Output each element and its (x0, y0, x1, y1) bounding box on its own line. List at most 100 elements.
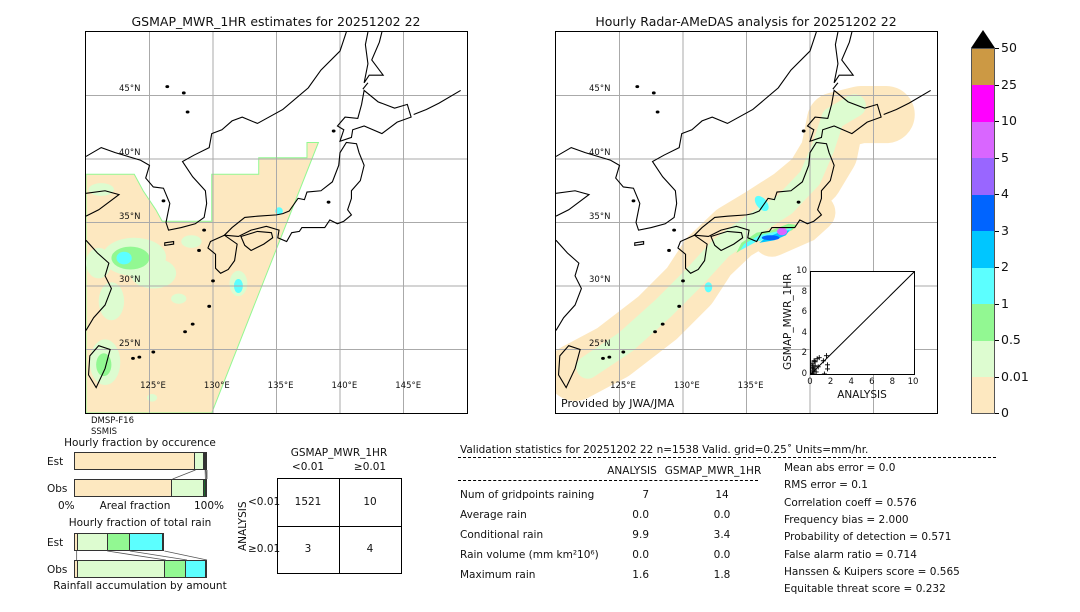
colorbar-tick (995, 376, 999, 378)
scatter-ytick: 2 (801, 348, 807, 359)
island-marker (181, 91, 186, 95)
bar-segment (165, 561, 187, 577)
score-line: Hanssen & Kuipers score = 0.565 (784, 565, 960, 578)
left-lat-label: 25°N (119, 339, 141, 350)
coastline-sakhalin (834, 32, 853, 83)
island-marker (667, 248, 671, 252)
scatter-point (821, 371, 827, 374)
left-lon-label: 130°E (203, 381, 230, 391)
colorbar-tick (995, 48, 999, 49)
stats-header-gsmap: GSMAP_MWR_1HR (664, 465, 762, 477)
island-marker (197, 248, 201, 252)
right-lat-label: 40°N (589, 147, 611, 158)
stat-row-label: Rain volume (mm km²10⁶) (460, 549, 599, 561)
scatter-point (813, 369, 819, 374)
scatter-ytick: 4 (801, 327, 807, 338)
bar-segment (205, 480, 207, 496)
island-marker (202, 228, 207, 232)
cell-hit-none: 1521 (294, 496, 322, 508)
bar-segment (186, 561, 206, 577)
bar-segment (204, 453, 206, 469)
stat-row-label: Maximum rain (460, 569, 536, 581)
bar-segment (172, 480, 205, 496)
bar-est (74, 452, 207, 470)
rain-1-2-area (704, 282, 713, 293)
radar-map-canvas (556, 32, 937, 413)
contingency-table (277, 478, 402, 574)
score-line: Mean abs error = 0.0 (784, 462, 896, 474)
coastline-taiwan (559, 346, 581, 388)
colorbar-tick-label: 2 (1001, 259, 1009, 274)
colorbar-segment (972, 84, 994, 122)
cell-miss: 3 (304, 543, 312, 555)
island-marker (190, 322, 195, 326)
bar-connector-line (107, 550, 166, 561)
coastline-jeju (165, 242, 174, 246)
coastline-jeju (635, 242, 644, 246)
score-line: RMS error = 0.1 (784, 479, 868, 492)
occ-xtick-1: 100% (194, 500, 225, 512)
island-marker (621, 350, 626, 354)
island-marker (185, 110, 190, 114)
left-lon-label: 145°E (395, 381, 422, 391)
rain-3-4-area (761, 235, 780, 241)
scatter-point (815, 364, 821, 370)
colorbar-tick (995, 157, 999, 159)
rain-cell (86, 247, 112, 279)
island-marker (801, 129, 806, 133)
cell-false-alarm: 10 (363, 496, 377, 508)
sensor-instrument-label: SSMIS (91, 427, 118, 437)
sensor-label: DMSP-F16 (91, 416, 134, 426)
right-lat-label: 45°N (589, 84, 611, 94)
stat-analysis-value: 9.9 (632, 529, 649, 541)
right-lat-label: 35°N (589, 211, 611, 222)
occ-xtick-0: 0% (58, 500, 75, 512)
colorbar-segment (972, 340, 994, 377)
scatter-point (824, 366, 830, 372)
island-marker (165, 85, 170, 89)
island-marker (326, 200, 331, 204)
scatter-ylabel: GSMAP_MWR_1HR (782, 273, 794, 370)
gsmap-estimate-map (85, 31, 468, 414)
island-marker (137, 355, 142, 359)
left-lat-label: 40°N (119, 147, 141, 158)
island-marker (331, 129, 336, 133)
rain-cell (275, 207, 283, 215)
colorbar-tick-label: 50 (1001, 40, 1017, 55)
contingency-title: GSMAP_MWR_1HR (290, 447, 388, 459)
island-marker (635, 85, 640, 89)
scatter-point (811, 358, 817, 364)
island-marker (660, 322, 665, 326)
rain-obs-label: Obs (47, 564, 68, 576)
island-marker (161, 199, 166, 203)
rain-5-10-area (776, 227, 788, 236)
colorbar-tick (995, 194, 999, 195)
score-line: Equitable threat score = 0.232 (784, 583, 946, 596)
rain-1-2-area (754, 195, 769, 212)
coastline-hokkaido (807, 90, 881, 141)
colorbar-tick-label: 0.01 (1001, 368, 1029, 384)
score-line: Frequency bias = 2.000 (784, 513, 909, 526)
rain-fraction-title: Hourly fraction of total rain (68, 517, 212, 529)
rain-est-label: Est (47, 537, 64, 549)
coastline-shikoku (241, 231, 273, 250)
bar-connector-line (164, 550, 208, 561)
colorbar-extend-arrow (971, 30, 995, 48)
rain-cell (116, 251, 132, 265)
right-lon-label: 125°E (610, 381, 636, 391)
island-marker (631, 199, 636, 203)
contingency-row-0: <0.01 (248, 496, 281, 508)
coastline-shikoku (711, 231, 743, 250)
scatter-point (811, 371, 816, 374)
contingency-col-0: <0.01 (291, 461, 325, 473)
left-lat-label: 30°N (119, 275, 141, 286)
left-map-title: GSMAP_MWR_1HR estimates for 20251202 22 (131, 14, 421, 29)
coastline-honshu (694, 142, 834, 241)
coastline-hokkaido-north (363, 83, 368, 89)
stat-gsmap-value: 0.0 (713, 549, 731, 561)
colorbar-tick-label: 25 (1001, 76, 1017, 92)
stat-gsmap-value: 0.0 (713, 509, 731, 521)
colorbar-segment (972, 157, 994, 195)
island-marker (655, 110, 660, 114)
